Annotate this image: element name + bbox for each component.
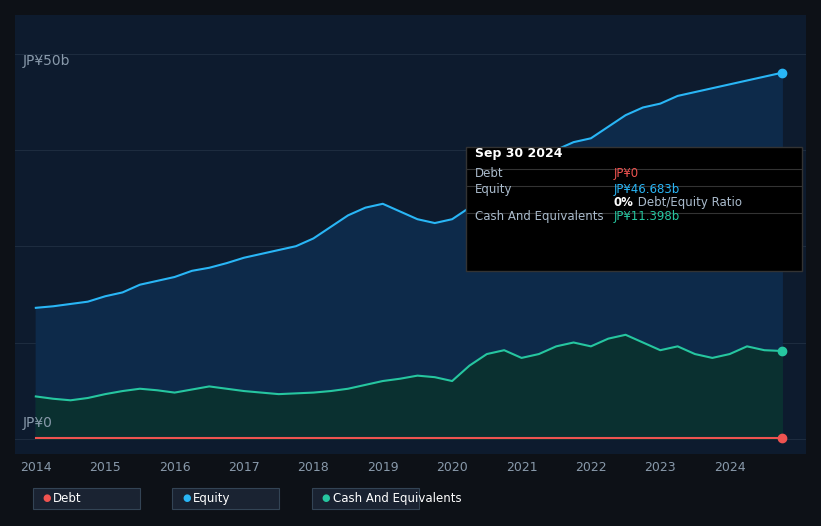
Text: Sep 30 2024: Sep 30 2024	[475, 147, 563, 160]
Text: JP¥50b: JP¥50b	[23, 54, 71, 68]
Text: JP¥11.398b: JP¥11.398b	[613, 210, 680, 223]
Text: JP¥0: JP¥0	[23, 417, 53, 430]
Text: Debt: Debt	[53, 492, 82, 504]
Text: Debt: Debt	[475, 167, 504, 180]
Text: Cash And Equivalents: Cash And Equivalents	[475, 210, 604, 223]
Text: Equity: Equity	[475, 183, 513, 196]
Text: Debt/Equity Ratio: Debt/Equity Ratio	[634, 196, 742, 209]
Text: ●: ●	[43, 493, 51, 503]
Text: ●: ●	[182, 493, 190, 503]
Text: ●: ●	[322, 493, 330, 503]
Text: Equity: Equity	[193, 492, 231, 504]
Text: 0%: 0%	[613, 196, 633, 209]
Text: Cash And Equivalents: Cash And Equivalents	[333, 492, 461, 504]
Text: JP¥0: JP¥0	[613, 167, 639, 180]
Text: JP¥46.683b: JP¥46.683b	[613, 183, 680, 196]
